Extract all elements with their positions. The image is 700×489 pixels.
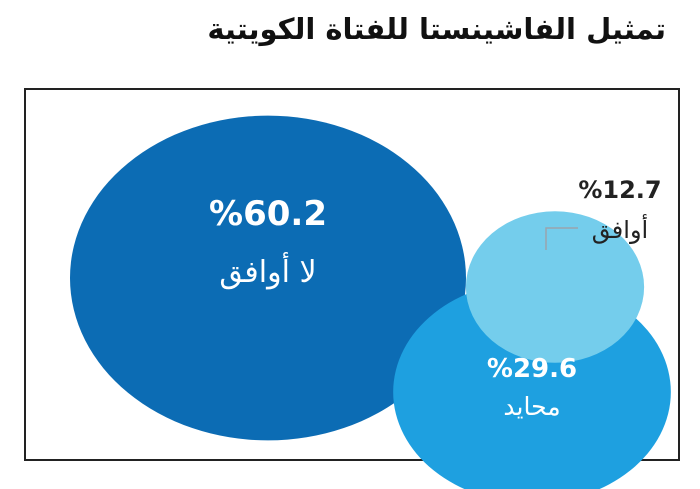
- category-label-disagree: لا أوافق: [219, 251, 316, 290]
- chart-frame: [24, 88, 680, 461]
- category-label-neutral: محايد: [503, 392, 560, 421]
- chart-title: تمثيل الفاشينستا للفتاة الكويتية: [207, 12, 666, 46]
- bubble-agree: [465, 211, 645, 363]
- bubble-disagree: [70, 115, 466, 441]
- bubbles-group: [70, 115, 671, 489]
- leader-line-agree: [545, 227, 578, 250]
- value-label-disagree: %60.2: [209, 194, 327, 234]
- value-label-agree: %12.7: [578, 176, 661, 204]
- value-label-neutral: %29.6: [487, 354, 577, 384]
- labels-group: %60.2 لا أوافق %29.6 محايد %12.7 أوافق: [209, 176, 662, 421]
- category-label-agree: أوافق: [592, 214, 648, 244]
